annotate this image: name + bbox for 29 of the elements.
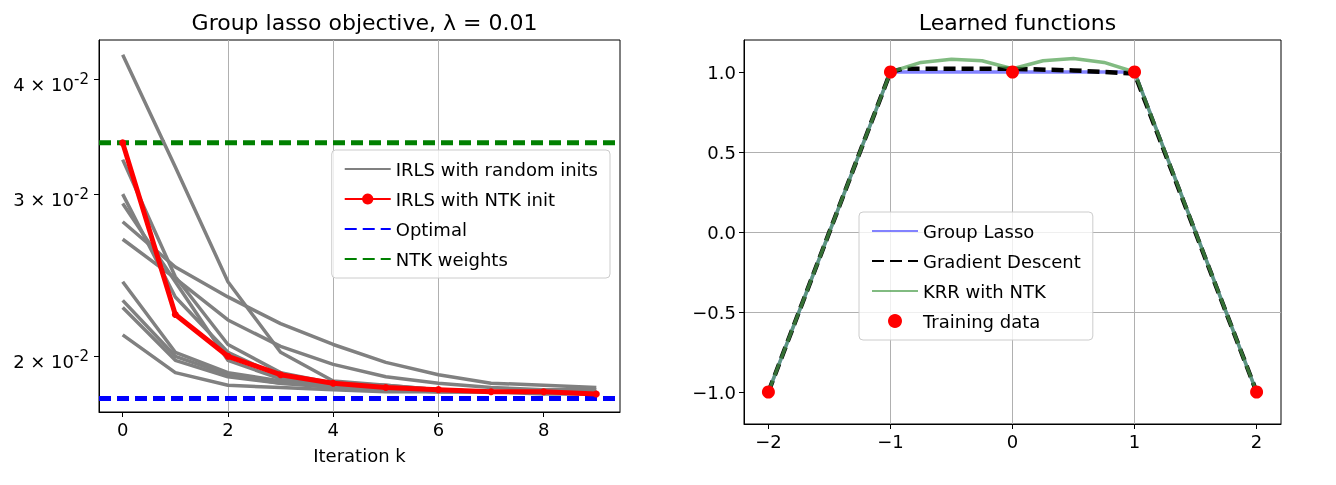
x-tick-label: 2 [1250,430,1263,452]
y-tick-label: −0.5 [692,301,736,323]
y-tick-label: −1.0 [692,381,736,403]
y-tick-label: 1.0 [707,61,736,83]
x-tick-label: 4 [327,418,339,440]
x-tick-label: 8 [537,418,550,440]
legend-label: Group Lasso [923,220,1035,242]
x-tick-label: 1 [1128,430,1141,452]
legend-label: IRLS with random inits [395,158,598,180]
y-tick-label: 0.0 [707,221,736,243]
x-tick-label: 0 [116,418,129,440]
chart-title: Group lasso objective, λ = 0.01 [191,9,538,35]
x-tick-label: −1 [877,430,904,452]
legend-label: KRR with NTK [923,280,1047,302]
x-tick-label: −2 [755,430,782,452]
legend-label: NTK weights [395,248,508,270]
legend-label: Training data [922,310,1041,332]
x-tick-label: 6 [432,418,445,440]
legend-label: Gradient Descent [923,250,1081,272]
x-tick-label: 0 [1006,430,1019,452]
x-tick-label: 2 [222,418,234,440]
legend-label: Optimal [395,218,467,240]
y-tick-label: 2 × 10$^{-2}$ [13,346,89,375]
legend-label: IRLS with NTK init [395,188,556,210]
x-axis-title: Iteration k [313,444,407,466]
y-tick-label: 4 × 10$^{-2}$ [13,69,89,98]
y-tick-label: 0.5 [707,141,736,163]
chart-title: Learned functions [918,9,1117,35]
y-tick-label: 3 × 10$^{-2}$ [13,184,89,213]
